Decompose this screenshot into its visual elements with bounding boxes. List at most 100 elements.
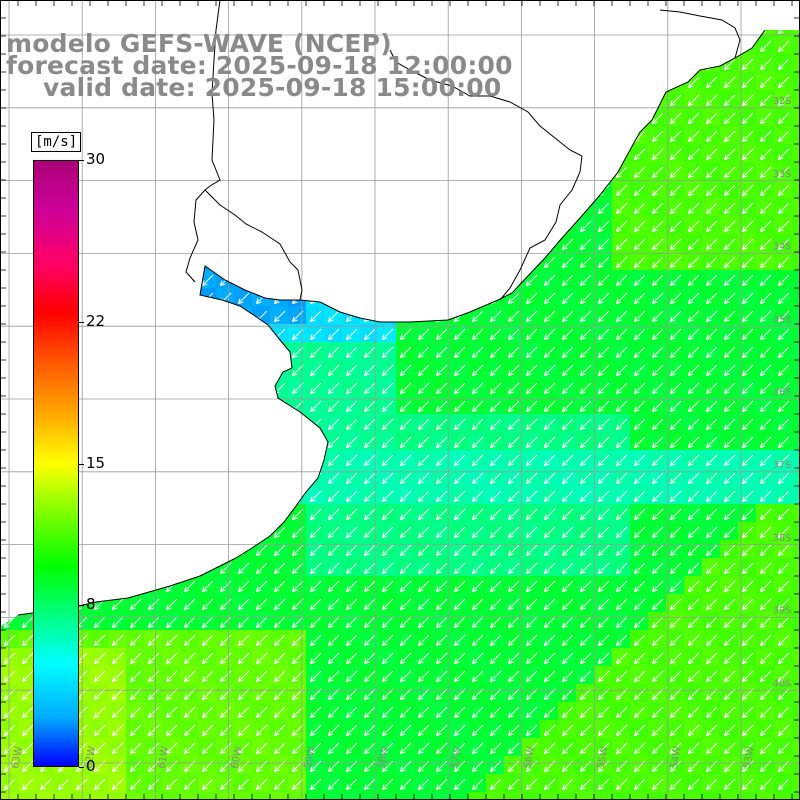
wind-arrow [185, 382, 196, 393]
wind-arrow [347, 5, 357, 15]
wind-arrow [635, 436, 646, 447]
wind-arrow [131, 436, 142, 447]
wind-arrow [671, 58, 682, 69]
wind-arrow [473, 184, 484, 195]
wind-arrow [185, 562, 196, 573]
speed-cell [126, 702, 144, 720]
wind-arrow [293, 382, 304, 393]
speed-cell [648, 324, 666, 342]
wind-arrow [167, 292, 178, 303]
wind-arrow [131, 202, 142, 213]
speed-cell [144, 792, 162, 800]
speed-cell [270, 666, 288, 684]
speed-cell [666, 450, 684, 468]
speed-cell [342, 792, 360, 800]
wind-arrow [689, 274, 700, 285]
speed-cell [126, 486, 144, 504]
wind-arrow [743, 184, 754, 195]
speed-cell [702, 774, 720, 792]
speed-cell [270, 594, 288, 612]
speed-cell [684, 450, 702, 468]
speed-cell [324, 756, 342, 774]
speed-cell [198, 504, 216, 522]
wind-arrow [491, 30, 502, 33]
speed-cell [594, 558, 612, 576]
wind-arrow [671, 112, 682, 123]
wind-arrow [239, 202, 250, 213]
wind-arrow [239, 508, 250, 519]
speed-cell [468, 666, 486, 684]
speed-cell [684, 684, 702, 702]
speed-cell [612, 774, 630, 792]
speed-cell [144, 666, 162, 684]
speed-cell [252, 360, 270, 378]
speed-cell [720, 342, 738, 360]
latitude-label: 38S [772, 533, 791, 544]
speed-cell [324, 234, 342, 252]
wind-arrow [311, 400, 322, 411]
speed-cell [540, 378, 558, 396]
speed-cell [774, 414, 792, 432]
wind-arrow [707, 184, 718, 195]
speed-cell [342, 270, 360, 288]
speed-cell [720, 720, 738, 738]
wind-arrow [653, 400, 664, 411]
speed-cell [72, 0, 90, 18]
speed-cell [396, 720, 414, 738]
speed-cell [648, 162, 666, 180]
speed-cell [702, 30, 720, 36]
speed-cell [324, 162, 342, 180]
speed-cell [576, 594, 594, 612]
speed-cell [216, 198, 234, 216]
speed-cell [702, 72, 720, 90]
speed-cell [378, 234, 396, 252]
wind-arrow [329, 274, 340, 285]
speed-cell [468, 288, 486, 306]
wind-arrow [599, 220, 610, 231]
wind-arrow [437, 328, 448, 339]
wind-arrow [491, 256, 502, 267]
speed-cell [468, 30, 486, 36]
speed-cell [270, 504, 288, 522]
wind-arrow [5, 508, 16, 519]
wind-arrow [491, 202, 502, 213]
speed-cell [774, 486, 792, 504]
wind-arrow [707, 76, 718, 87]
wind-arrow [617, 490, 628, 501]
speed-cell [702, 504, 720, 522]
wind-arrow [311, 364, 322, 375]
speed-cell [180, 180, 198, 198]
wind-arrow [167, 310, 178, 321]
wind-arrow [239, 256, 250, 267]
speed-cell [90, 126, 108, 144]
speed-cell [504, 252, 522, 270]
speed-cell [630, 612, 648, 630]
speed-cell [558, 54, 576, 72]
wind-arrow [635, 94, 646, 105]
speed-cell [558, 0, 576, 18]
wind-arrow [725, 292, 736, 303]
speed-cell [414, 630, 432, 648]
speed-cell [558, 306, 576, 324]
wind-arrow [671, 166, 682, 177]
speed-cell [792, 108, 800, 126]
wind-arrow [563, 364, 574, 375]
speed-cell [630, 720, 648, 738]
wind-arrow [527, 184, 538, 195]
speed-cell [162, 288, 180, 306]
wind-arrow [545, 364, 556, 375]
colorbar-tick-label: 22 [86, 311, 106, 330]
wind-arrow [743, 94, 754, 105]
speed-cell [144, 450, 162, 468]
speed-cell [720, 522, 738, 540]
wind-arrow [347, 184, 358, 195]
wind-arrow [725, 148, 736, 159]
speed-cell [648, 126, 666, 144]
speed-cell [252, 450, 270, 468]
wind-arrow [275, 310, 286, 321]
wind-arrow [401, 40, 412, 51]
speed-cell [774, 72, 792, 90]
speed-cell [630, 432, 648, 450]
speed-cell [504, 414, 522, 432]
speed-cell [522, 684, 540, 702]
